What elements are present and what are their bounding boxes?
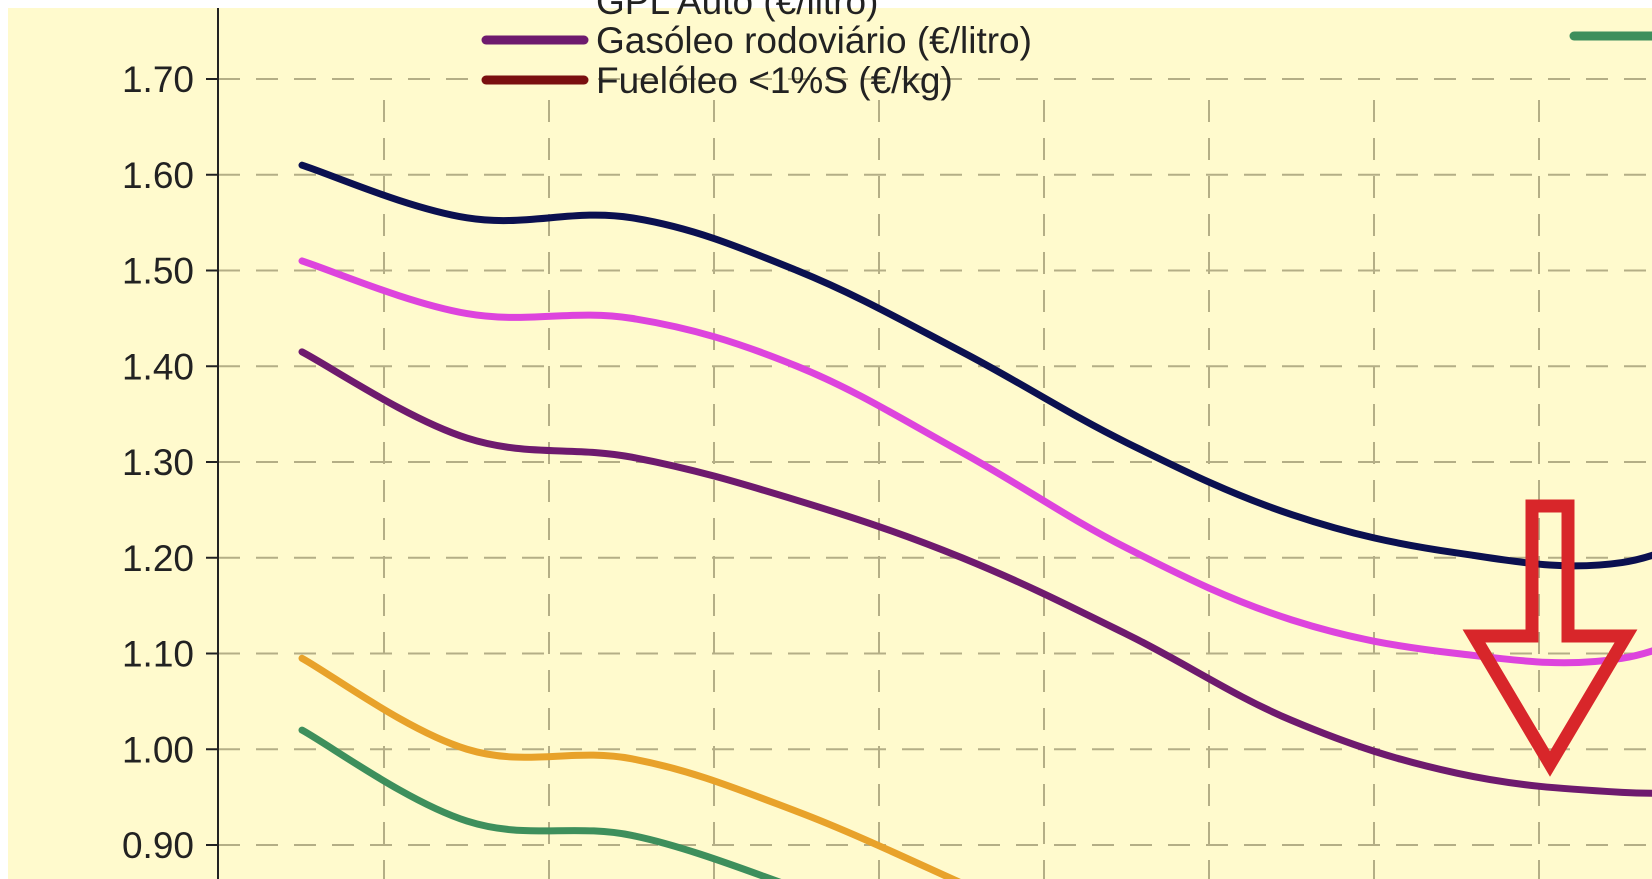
y-tick-label: 1.40	[122, 346, 194, 387]
y-tick-label: 1.10	[122, 634, 194, 675]
series-line-4	[298, 726, 782, 879]
legend-label: Gasóleo rodoviário (€/litro)	[596, 20, 1032, 61]
y-tick-label: 1.30	[122, 442, 194, 483]
series-line-2	[298, 348, 1652, 797]
y-tick-label: 1.50	[122, 251, 194, 292]
series-line-3	[298, 654, 961, 879]
y-tick-label: 1.70	[122, 59, 194, 100]
down-arrow-icon	[1462, 499, 1638, 777]
y-tick-label: 1.60	[122, 155, 194, 196]
y-tick-label: 1.00	[122, 729, 194, 770]
y-tick-label: 0.90	[122, 825, 194, 866]
y-tick-label: 1.20	[122, 538, 194, 579]
series-line-0	[298, 161, 1652, 570]
series-line-1	[298, 257, 1652, 667]
legend-label-partial: GPL Auto (€/litro)	[596, 0, 878, 22]
plot-background	[8, 8, 1652, 879]
legend-label: Fuelóleo <1%S (€/kg)	[596, 60, 953, 101]
